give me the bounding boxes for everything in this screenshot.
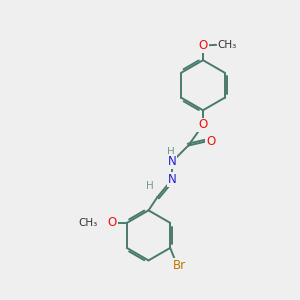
Text: O: O	[107, 216, 117, 230]
Text: H: H	[167, 147, 175, 158]
Text: CH₃: CH₃	[78, 218, 98, 228]
Text: N: N	[168, 155, 176, 168]
Text: N: N	[168, 173, 176, 186]
Text: O: O	[206, 135, 216, 148]
Text: H: H	[146, 181, 154, 191]
Text: O: O	[198, 39, 208, 52]
Text: Br: Br	[172, 259, 186, 272]
Text: CH₃: CH₃	[218, 40, 237, 50]
Text: O: O	[198, 118, 208, 131]
